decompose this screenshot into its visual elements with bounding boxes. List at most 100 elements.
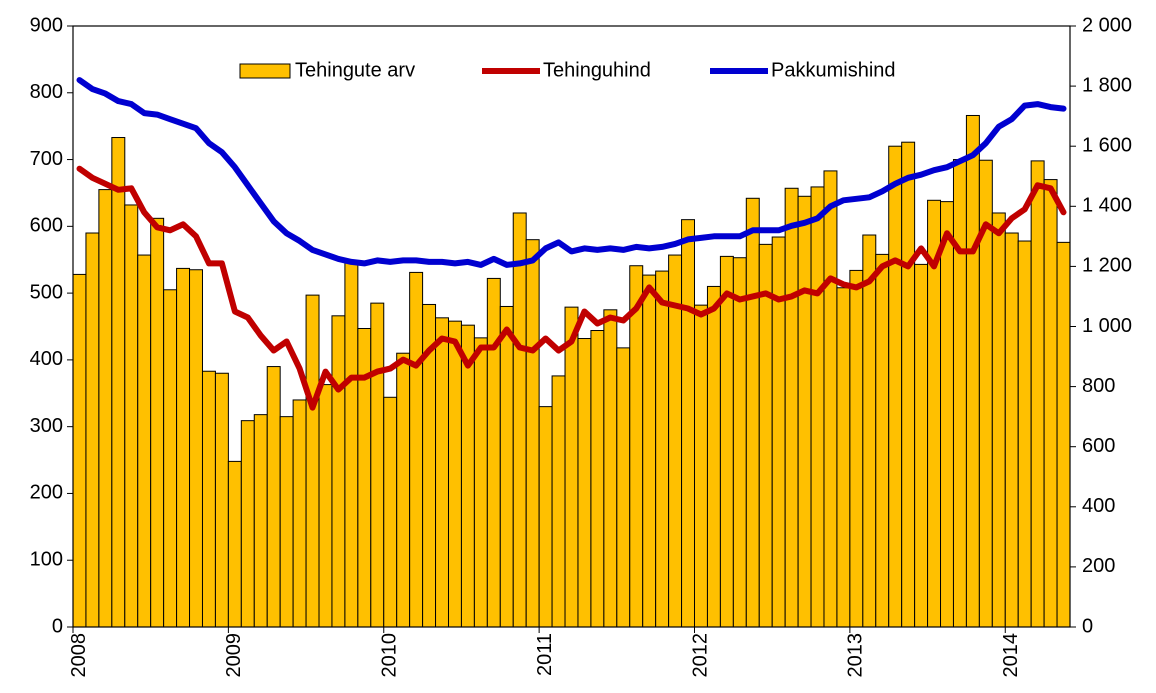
legend-swatch	[239, 63, 291, 79]
bar	[214, 372, 229, 628]
bar	[1017, 240, 1032, 628]
x-tick-label: 2008	[68, 633, 90, 678]
bar	[266, 366, 281, 628]
bar	[318, 384, 333, 628]
bar	[694, 304, 708, 628]
x-tick-label: 2009	[223, 633, 245, 678]
bar	[460, 324, 475, 628]
bar	[473, 337, 488, 628]
bar	[901, 141, 916, 628]
bar	[331, 315, 346, 628]
y2-tick-label: 1 800	[1082, 74, 1132, 96]
bar	[965, 114, 980, 628]
bar	[564, 306, 579, 628]
bar	[111, 137, 126, 628]
bar	[499, 305, 514, 628]
bar	[396, 352, 411, 628]
y2-tick-label: 2 000	[1082, 14, 1132, 36]
bar	[370, 302, 385, 628]
x-tick-label: 2012	[689, 633, 711, 678]
y2-tick-label: 400	[1082, 495, 1115, 517]
bar	[732, 257, 747, 628]
bar	[227, 460, 242, 628]
bar	[409, 271, 424, 628]
bar	[176, 267, 191, 628]
bar	[603, 309, 618, 628]
bar	[745, 197, 760, 628]
bar	[888, 145, 903, 628]
y2-tick-label: 1 600	[1082, 134, 1132, 156]
y-tick-label: 500	[30, 281, 63, 303]
bar	[435, 317, 449, 628]
bar	[862, 234, 877, 628]
bar	[655, 270, 670, 628]
y2-tick-label: 0	[1082, 615, 1093, 637]
bar	[150, 217, 165, 628]
legend-label: Pakkumishind	[771, 59, 896, 81]
legend-label: Tehingute arv	[295, 59, 415, 81]
y-tick-label: 800	[30, 81, 63, 103]
bar	[642, 274, 657, 628]
bar	[1004, 232, 1019, 628]
bar	[681, 219, 696, 628]
bar	[551, 375, 566, 628]
bar	[1030, 160, 1045, 628]
bar	[991, 212, 1006, 628]
bar	[849, 269, 864, 628]
bar	[240, 420, 255, 628]
bar	[719, 255, 734, 628]
bar	[163, 289, 178, 628]
bar	[758, 243, 773, 628]
bar	[124, 204, 139, 628]
bar	[577, 338, 592, 628]
bar	[668, 254, 683, 628]
bar	[784, 187, 799, 628]
x-tick-label: 2013	[845, 633, 867, 678]
bar	[629, 265, 644, 628]
bar	[590, 330, 605, 628]
bar	[823, 170, 838, 628]
bar	[940, 201, 954, 628]
bar	[189, 269, 203, 628]
bar	[137, 254, 152, 628]
bar	[706, 285, 721, 628]
bar	[98, 189, 113, 628]
bar	[616, 347, 631, 628]
bar	[1056, 241, 1071, 628]
bar	[85, 232, 100, 628]
y-tick-label: 200	[30, 482, 63, 504]
bar	[279, 416, 294, 628]
bar	[875, 253, 890, 628]
bar	[1043, 179, 1058, 628]
y2-tick-label: 800	[1082, 375, 1115, 397]
y-tick-label: 600	[30, 215, 63, 237]
bar	[201, 370, 216, 628]
y2-tick-label: 1 400	[1082, 195, 1132, 217]
bar	[810, 186, 825, 628]
x-tick-label: 2011	[534, 633, 556, 676]
y-tick-label: 300	[30, 415, 63, 437]
y-tick-label: 900	[30, 14, 63, 36]
line	[76, 77, 1067, 268]
bar	[797, 195, 812, 628]
y-tick-label: 100	[30, 549, 63, 571]
legend-label: Tehinguhind	[543, 59, 651, 81]
bar	[486, 277, 501, 628]
bar	[292, 399, 307, 628]
bar	[72, 273, 87, 628]
y-tick-label: 400	[30, 348, 63, 370]
bar	[447, 320, 462, 628]
bar	[344, 260, 359, 628]
y-tick-label: 0	[52, 615, 63, 637]
bar	[538, 406, 553, 628]
bar	[383, 396, 398, 628]
bar	[305, 294, 320, 628]
y-tick-label: 700	[30, 148, 63, 170]
bar	[836, 287, 851, 628]
x-tick-label: 2010	[379, 633, 401, 678]
bar	[525, 239, 540, 628]
y2-tick-label: 1 000	[1082, 315, 1132, 337]
y2-tick-label: 200	[1082, 555, 1115, 577]
bar	[512, 212, 527, 628]
